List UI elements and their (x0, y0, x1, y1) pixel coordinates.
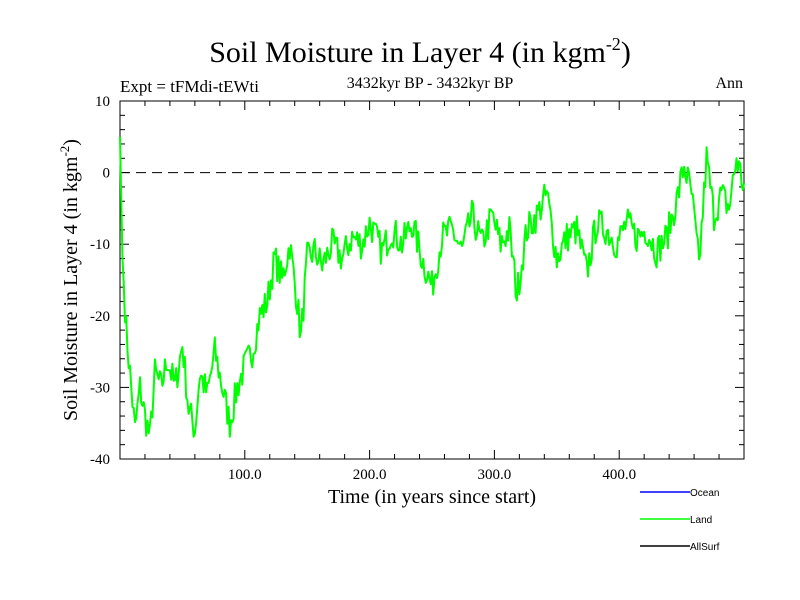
chart-title: Soil Moisture in Layer 4 (in kgm-2) (209, 34, 631, 69)
chart-title-close: ) (621, 36, 631, 69)
y-axis-label-sup: -2 (57, 146, 72, 157)
x-tick-label: 400.0 (602, 467, 636, 483)
y-tick-label: 0 (103, 166, 111, 182)
y-axis-label-close: ) (60, 139, 82, 146)
season-label: Ann (715, 75, 743, 92)
plot-area (119, 100, 745, 460)
y-tick-label: -10 (90, 237, 110, 253)
y-axis-label: Soil Moisture in Layer 4 (in kgm-2) (57, 139, 82, 421)
period-label: 3432kyr BP - 3432kyr BP (347, 75, 514, 92)
y-tick-label: -40 (90, 452, 110, 468)
experiment-label: Expt = tFMdi-tEWti (120, 77, 259, 96)
series-line-land (119, 136, 745, 438)
x-tick-label: 300.0 (478, 467, 512, 483)
x-tick-label: 200.0 (353, 467, 387, 483)
legend: Ocean Land AllSurf (640, 488, 720, 553)
chart-title-sup: -2 (606, 34, 621, 54)
x-axis-label: Time (in years since start) (328, 486, 536, 508)
y-tick-label: 10 (95, 94, 110, 110)
y-tick-label: -30 (90, 380, 110, 396)
chart-title-main: Soil Moisture in Layer 4 (in kgm (209, 36, 606, 69)
y-tick-label: -20 (90, 309, 110, 325)
y-tick-labels: -40 -30 -20 -10 0 10 (90, 94, 110, 468)
x-tick-label: 100.0 (228, 467, 262, 483)
x-tick-labels: 100.0 200.0 300.0 400.0 (228, 467, 636, 483)
y-axis-label-main: Soil Moisture in Layer 4 (in kgm (60, 156, 82, 421)
legend-label-ocean: Ocean (690, 488, 719, 499)
legend-label-allsurf: AllSurf (690, 542, 720, 553)
legend-label-land: Land (690, 515, 712, 526)
